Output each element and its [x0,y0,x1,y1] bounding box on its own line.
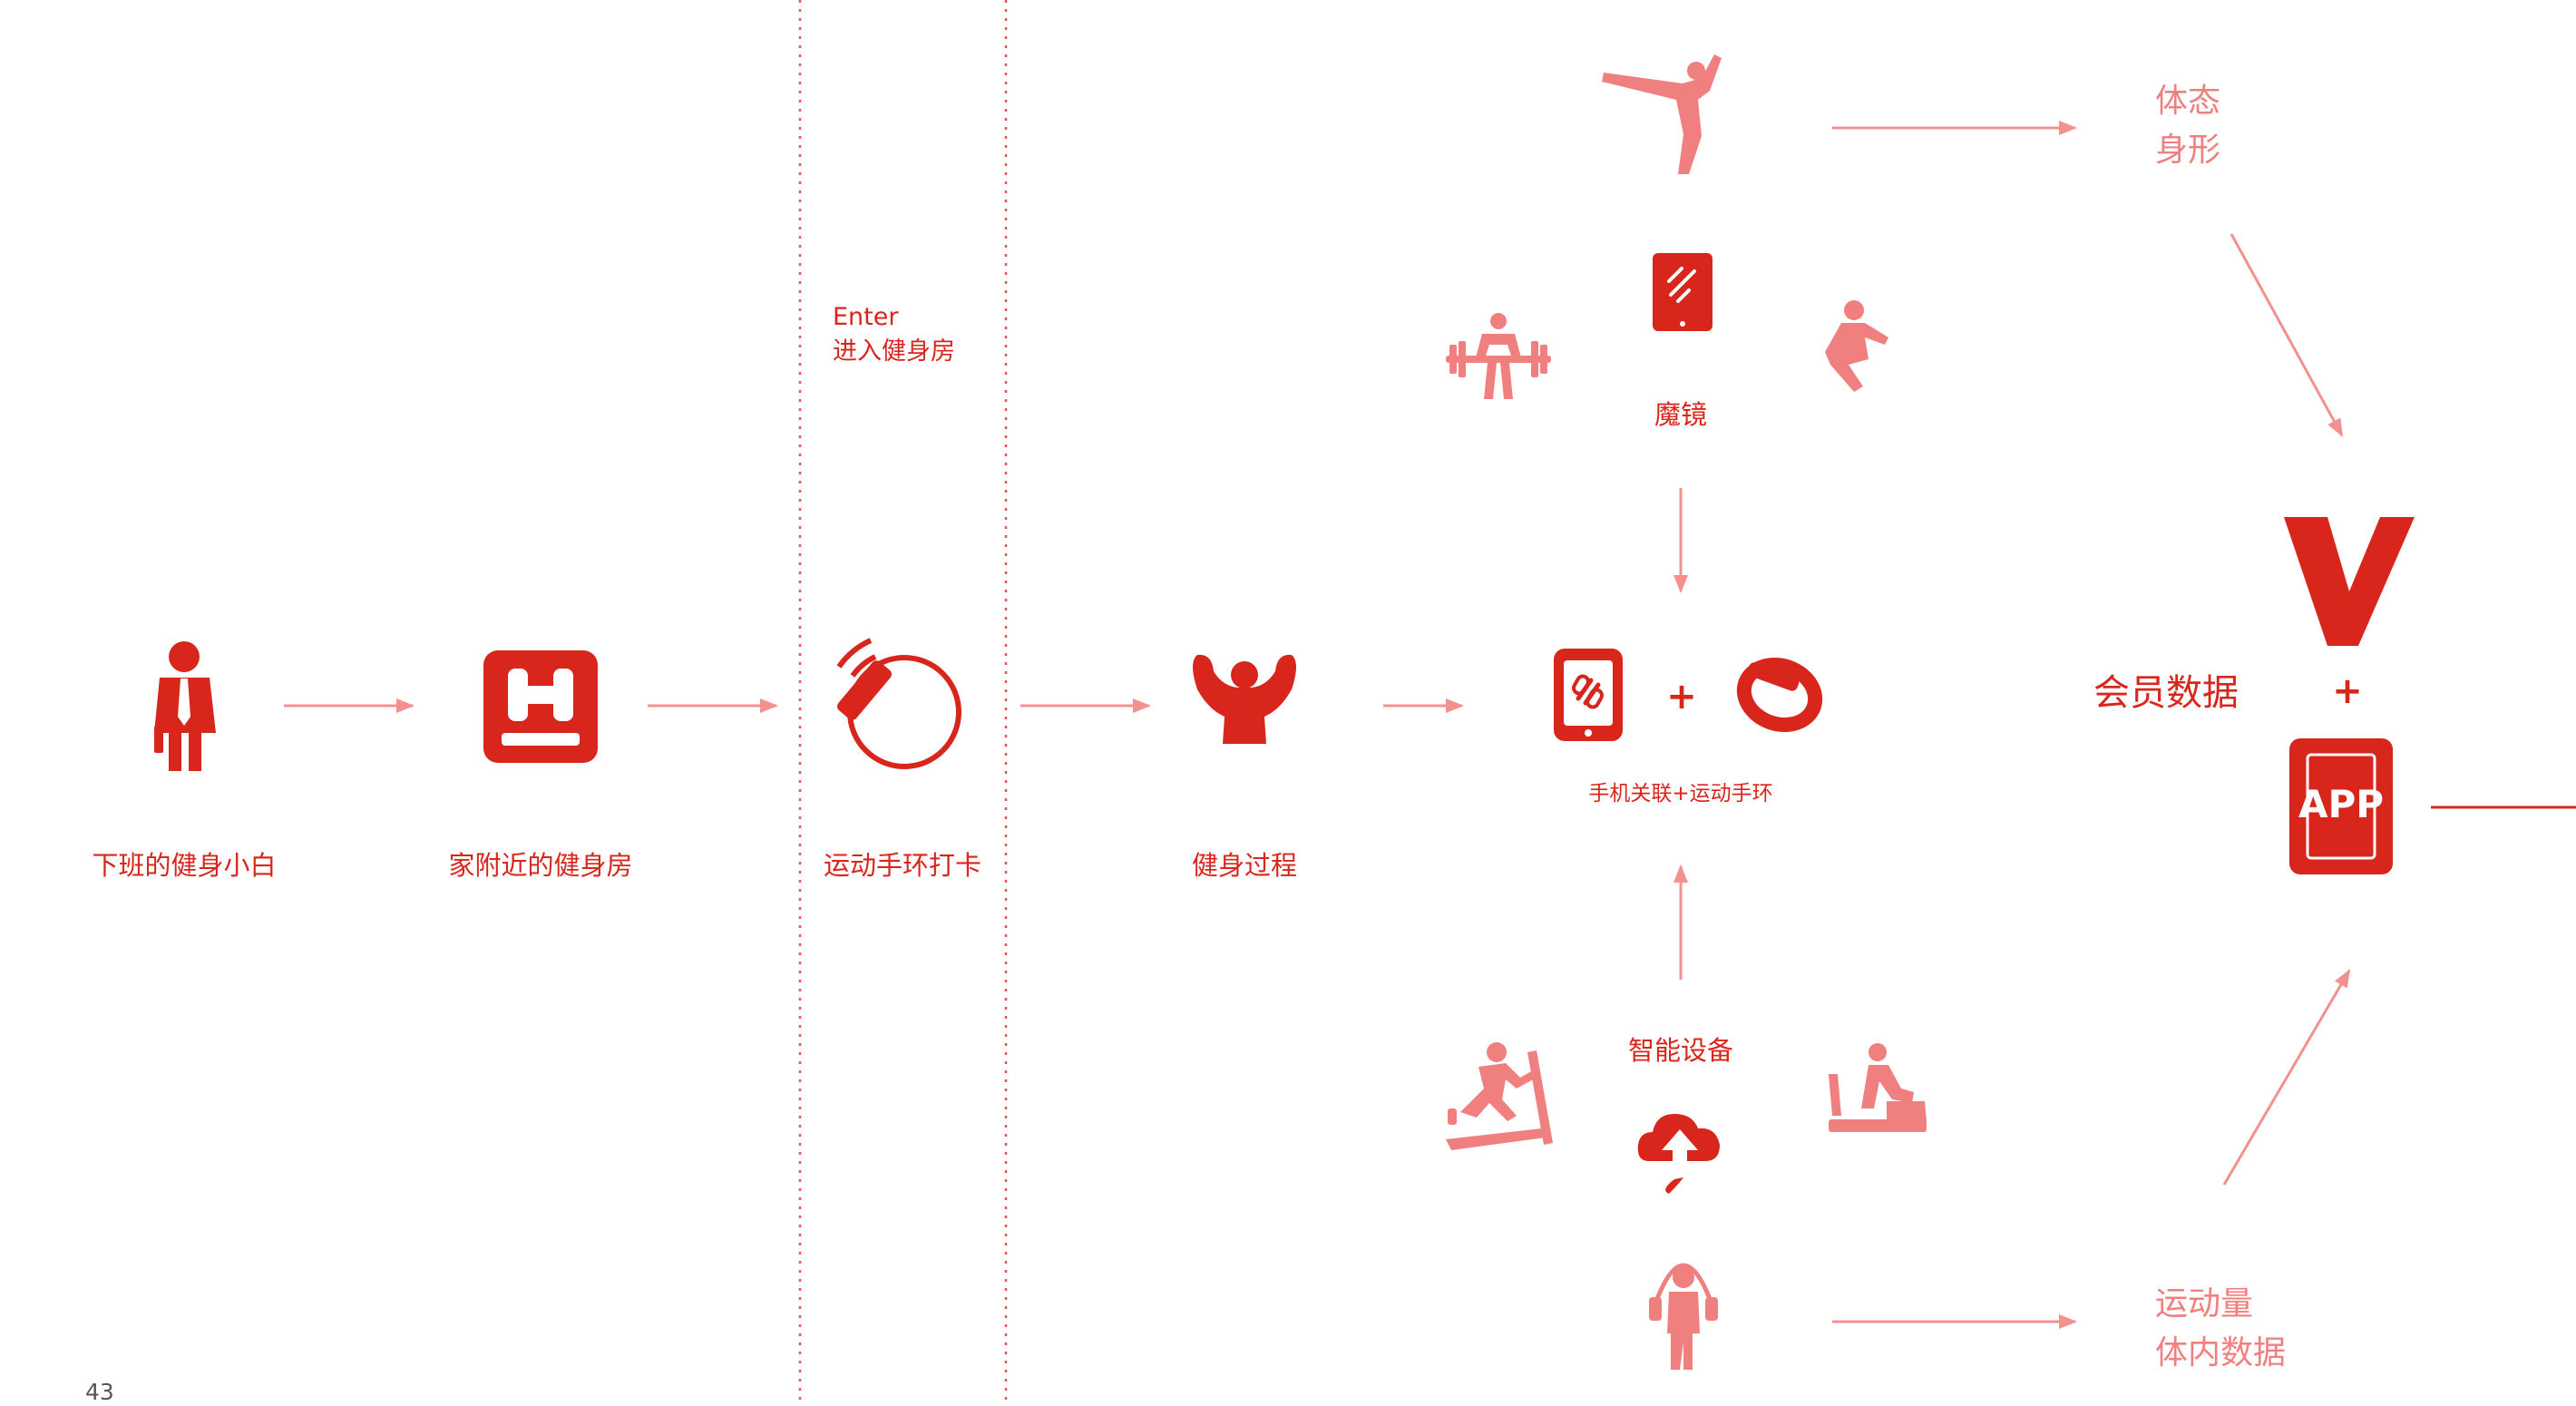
app-label: APP [2298,782,2385,826]
enter-label-en: Enter [833,303,899,331]
app-badge [2289,738,2393,874]
smart-devices-label: 智能设备 [1627,1035,1734,1066]
wristband-tap-icon [836,638,961,769]
activity-label-line1: 运动量 [2155,1285,2254,1323]
treadmill-runner-icon [1446,1042,1553,1150]
brand-logo-icon [2284,517,2415,646]
phone-link-icon [1554,649,1623,741]
stage-label-gym: 家附近的健身房 [448,850,633,881]
page-number: 43 [85,1379,114,1405]
businessman-icon [154,641,216,771]
arrow-posture-to-brand [2230,233,2344,437]
tablet-icon [1653,253,1712,331]
brand-plus: + [2332,670,2363,712]
stage-label-beginner: 下班的健身小白 [92,850,277,881]
yoga-pose-icon [1602,54,1722,174]
posture-label-line2: 身形 [2155,132,2221,169]
jump-rope-icon [1649,1263,1718,1370]
mirror-label: 魔镜 [1654,399,1708,430]
device-link-plus: + [1666,676,1697,718]
member-data-label: 会员数据 [2093,672,2239,714]
dumbbell-icon [483,650,598,763]
enter-label-cn: 进入健身房 [833,337,955,366]
fitness-band-icon [1736,657,1823,733]
squat-icon [1825,300,1888,392]
arrow-activity-to-brand [2222,969,2351,1186]
activity-label-line2: 体内数据 [2155,1334,2287,1372]
device-link-label: 手机关联+运动手环 [1588,782,1773,806]
stage-label-workout: 健身过程 [1191,850,1298,881]
exercise-bike-icon [1829,1043,1927,1132]
cloud-upload-icon [1637,1114,1720,1194]
muscle-icon [1193,654,1296,744]
weightlifter-icon [1446,313,1551,399]
posture-label-line1: 体态 [2155,83,2221,120]
stage-label-checkin: 运动手环打卡 [823,850,982,881]
